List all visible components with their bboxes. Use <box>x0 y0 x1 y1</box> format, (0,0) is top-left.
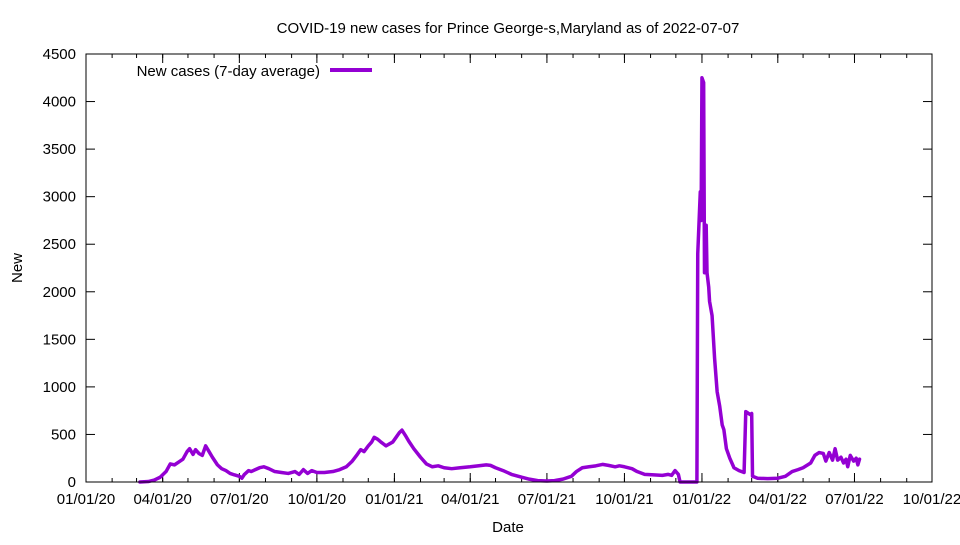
legend-label: New cases (7-day average) <box>137 63 320 80</box>
series-line <box>138 76 862 484</box>
y-tick-label: 0 <box>68 474 76 491</box>
x-tick-label: 07/01/22 <box>825 491 883 508</box>
x-tick-label: 01/01/22 <box>673 491 731 508</box>
x-tick-label: 10/01/21 <box>595 491 653 508</box>
x-tick-label: 04/01/21 <box>441 491 499 508</box>
x-tick-label: 01/01/21 <box>365 491 423 508</box>
y-tick-label: 1500 <box>43 331 76 348</box>
x-tick-label: 10/01/20 <box>288 491 346 508</box>
x-axis-label: Date <box>492 519 524 536</box>
series-layer <box>138 76 862 484</box>
x-tick-label: 10/01/22 <box>903 491 960 508</box>
chart-title: COVID-19 new cases for Prince George-s,M… <box>277 20 740 37</box>
y-tick-label: 2000 <box>43 284 76 301</box>
y-tick-label: 3000 <box>43 189 76 206</box>
axes-layer: 0 500 1000 1500 2000 2500 3000 3500 4000 4500 01/0… <box>43 46 960 508</box>
x-tick-label: 07/01/21 <box>518 491 576 508</box>
y-tick-label: 4000 <box>43 94 76 111</box>
y-tick-label: 1000 <box>43 379 76 396</box>
x-tick-label: 04/01/20 <box>133 491 191 508</box>
legend: New cases (7-day average) <box>137 63 372 80</box>
y-axis-label: New <box>9 253 26 283</box>
x-tick-label: 07/01/20 <box>210 491 268 508</box>
x-tick-label: 01/01/20 <box>57 491 115 508</box>
y-tick-label: 3500 <box>43 141 76 158</box>
x-tick-label: 04/01/22 <box>749 491 807 508</box>
y-tick-label: 4500 <box>43 46 76 63</box>
y-tick-label: 2500 <box>43 236 76 253</box>
plot-frame <box>85 53 933 483</box>
y-tick-label: 500 <box>51 426 76 443</box>
